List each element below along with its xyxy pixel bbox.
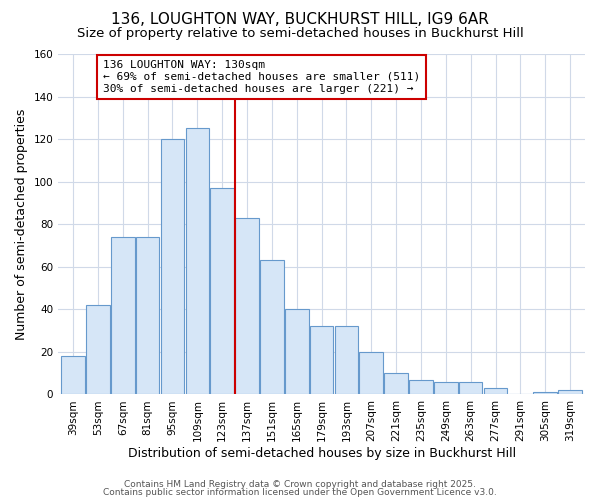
Bar [335,326,358,394]
Bar [185,128,209,394]
Bar [533,392,557,394]
Bar [385,373,408,394]
Bar [558,390,582,394]
Text: Contains HM Land Registry data © Crown copyright and database right 2025.: Contains HM Land Registry data © Crown c… [124,480,476,489]
Text: Size of property relative to semi-detached houses in Buckhurst Hill: Size of property relative to semi-detach… [77,28,523,40]
Bar [86,305,110,394]
Bar [409,380,433,394]
Text: 136, LOUGHTON WAY, BUCKHURST HILL, IG9 6AR: 136, LOUGHTON WAY, BUCKHURST HILL, IG9 6… [111,12,489,28]
Bar [310,326,334,394]
Bar [285,310,308,394]
Bar [211,188,234,394]
X-axis label: Distribution of semi-detached houses by size in Buckhurst Hill: Distribution of semi-detached houses by … [128,447,515,460]
Bar [484,388,508,394]
Bar [61,356,85,395]
Bar [235,218,259,394]
Bar [161,139,184,394]
Y-axis label: Number of semi-detached properties: Number of semi-detached properties [15,108,28,340]
Bar [359,352,383,395]
Bar [434,382,458,394]
Bar [260,260,284,394]
Text: Contains public sector information licensed under the Open Government Licence v3: Contains public sector information licen… [103,488,497,497]
Bar [111,237,134,394]
Bar [136,237,160,394]
Text: 136 LOUGHTON WAY: 130sqm
← 69% of semi-detached houses are smaller (511)
30% of : 136 LOUGHTON WAY: 130sqm ← 69% of semi-d… [103,60,420,94]
Bar [459,382,482,394]
